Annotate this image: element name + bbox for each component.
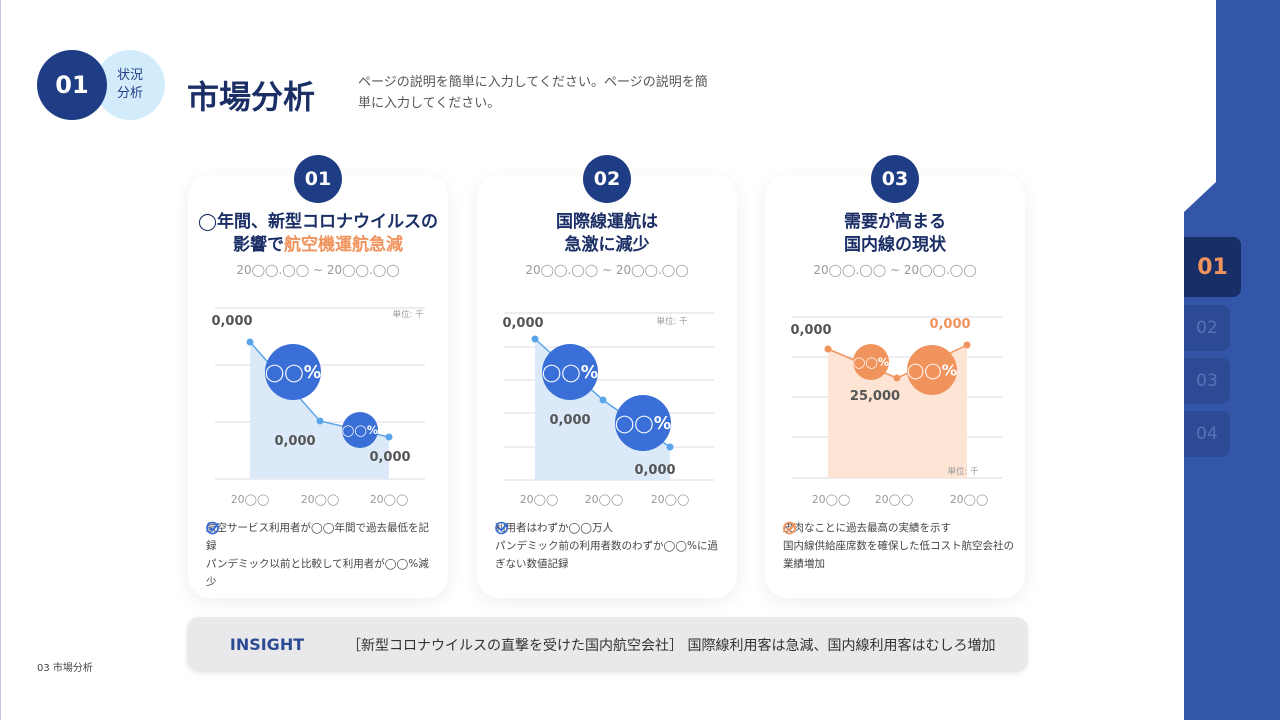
bullet-item: 利用者はわずか◯◯万人 パンデミック前の利用者数のわずか◯◯%に過ぎない数値記録: [495, 519, 727, 573]
data-point: [824, 345, 832, 353]
x-tick-label: 20◯◯: [812, 493, 851, 506]
change-bubble: [907, 345, 957, 395]
data-point: [316, 417, 324, 425]
x-tick-label: 20◯◯: [301, 493, 340, 506]
sidebar-item-03[interactable]: 03: [1184, 358, 1230, 404]
data-point: [666, 443, 674, 451]
left-border: [0, 0, 1, 720]
point-label: 0,000: [790, 323, 831, 338]
sidebar-item-04[interactable]: 04: [1184, 411, 1230, 457]
bullet-item: 皮肉なことに過去最高の実績を示す: [783, 519, 1015, 537]
point-label: 25,000: [850, 389, 900, 404]
unit-label: 単位: 千: [392, 309, 424, 320]
card-bullets: 皮肉なことに過去最高の実績を示す国内線供給座席数を確保した低コスト航空会社の業績…: [783, 519, 1015, 573]
card-title-highlight: 航空機運航急減: [284, 235, 403, 255]
card-title-line1: 需要が高まる: [844, 212, 946, 232]
card-number-badge: 02: [583, 155, 631, 203]
point-label: 0,000: [274, 434, 315, 449]
point-label: 0,000: [211, 314, 252, 329]
card-number-badge: 03: [871, 155, 919, 203]
card-title-line2: 急激に減少: [564, 235, 650, 255]
card-chart: ◯◯% ◯◯% 0,000 25,000 0,000 20◯◯ 20◯◯ 20◯◯ 単位: 千: [790, 316, 1002, 506]
data-point: [385, 433, 393, 441]
card-date-range: 20◯◯.◯◯ ~ 20◯◯.◯◯: [813, 263, 977, 277]
footer-page-label: 03 市場分析: [37, 663, 93, 674]
bullet-item: 国内線供給座席数を確保した低コスト航空会社の業績増加: [783, 521, 1015, 573]
card-date-range: 20◯◯.◯◯ ~ 20◯◯.◯◯: [525, 263, 689, 277]
data-point: [246, 338, 254, 346]
change-bubble: [342, 412, 378, 448]
card-title-line2: 影響で: [233, 235, 284, 255]
change-bubble: [265, 344, 321, 400]
check-icon: [783, 521, 797, 535]
unit-label: 単位: 千: [947, 466, 979, 477]
card-01: 01 ◯年間、新型コロナウイルスの影響で航空機運航急減 20◯◯.◯◯ ~ 20…: [188, 155, 448, 598]
x-tick-label: 20◯◯: [875, 493, 914, 506]
card-title: 国際線運航は 急激に減少: [477, 211, 737, 257]
point-label: 0,000: [634, 463, 675, 478]
x-tick-label: 20◯◯: [370, 493, 409, 506]
x-tick-label: 20◯◯: [520, 493, 559, 506]
section-number-badge: 01: [37, 50, 107, 120]
point-label: 0,000: [502, 316, 543, 331]
x-tick-label: 20◯◯: [950, 493, 989, 506]
card-number-badge: 01: [294, 155, 342, 203]
change-bubble: [615, 395, 671, 451]
insight-label: INSIGHT: [229, 635, 305, 654]
check-icon: [206, 521, 220, 535]
sidebar-item-02[interactable]: 02: [1184, 305, 1230, 351]
check-icon: [495, 521, 509, 535]
card-chart: ◯◯% ◯◯% 0,000 0,000 0,000 20◯◯ 20◯◯ 20◯◯ 単位: 千: [502, 312, 714, 506]
point-label: 0,000: [369, 450, 410, 465]
insight-bar: INSIGHT ［新型コロナウイルスの直撃を受けた国内航空会社］ 国際線利用客は…: [187, 617, 1028, 672]
page-description: ページの説明を簡単に入力してください。ページの説明を簡単に入力してください。: [358, 75, 708, 111]
point-label: 0,000: [929, 317, 970, 332]
unit-label: 単位: 千: [656, 316, 688, 327]
bullet-text: パンデミック以前と比較して利用者が◯◯%減少: [206, 558, 429, 588]
bullet-item: 航空サービス利用者が◯◯年間で過去最低を記録: [206, 519, 438, 555]
change-label: ◯◯%: [853, 356, 889, 369]
bullet-text: 利用者はわずか◯◯万人 パンデミック前の利用者数のわずか◯◯%に過ぎない数値記録: [495, 522, 719, 570]
change-label: ◯◯%: [542, 363, 598, 383]
sidebar-item-01[interactable]: 01: [1184, 237, 1241, 297]
section-label: 状況 分析: [116, 68, 143, 101]
point-label: 0,000: [549, 413, 590, 428]
change-label: ◯◯%: [907, 362, 958, 380]
change-label: ◯◯%: [615, 414, 671, 434]
card-02: 02 国際線運航は 急激に減少 20◯◯.◯◯ ~ 20◯◯.◯◯ ◯◯% ◯◯% 0,…: [477, 155, 737, 598]
bullet-text: 航空サービス利用者が◯◯年間で過去最低を記録: [206, 522, 430, 552]
page-title: 市場分析: [187, 78, 316, 116]
data-point: [531, 335, 539, 343]
card-title: 需要が高まる 国内線の現状: [765, 211, 1025, 257]
change-label: ◯◯%: [265, 363, 321, 383]
x-tick-label: 20◯◯: [651, 493, 690, 506]
card-chart: ◯◯% ◯◯% 0,000 0,000 0,000 20◯◯ 20◯◯ 20◯◯ 単位: 千: [211, 307, 425, 506]
sidebar-background: [1184, 0, 1280, 720]
card-title-line2: 国内線の現状: [844, 235, 946, 255]
bullet-item: パンデミック以前と比較して利用者が◯◯%減少: [206, 521, 438, 591]
x-tick-label: 20◯◯: [231, 493, 270, 506]
data-point: [963, 341, 971, 349]
bullet-text: 皮肉なことに過去最高の実績を示す: [783, 522, 951, 534]
data-point: [893, 374, 901, 382]
card-bullets: 航空サービス利用者が◯◯年間で過去最低を記録 パンデミック以前と比較して利用者が◯…: [206, 519, 438, 591]
bullet-text: 国内線供給座席数を確保した低コスト航空会社の業績増加: [783, 540, 1014, 570]
change-bubble: [853, 344, 889, 380]
card-title-line1: 国際線運航は: [556, 212, 658, 232]
card-title-line1: ◯年間、新型コロナウイルスの: [197, 212, 439, 232]
x-tick-label: 20◯◯: [585, 493, 624, 506]
card-title: ◯年間、新型コロナウイルスの影響で航空機運航急減: [188, 211, 448, 257]
card-03: 03 需要が高まる 国内線の現状 20◯◯.◯◯ ~ 20◯◯.◯◯ ◯◯% ◯◯% 0…: [765, 155, 1025, 598]
data-point: [599, 396, 607, 404]
change-label: ◯◯%: [342, 424, 378, 437]
insight-text: ［新型コロナウイルスの直撃を受けた国内航空会社］ 国際線利用客は急減、国内線利用…: [347, 637, 996, 654]
card-bullets: 利用者はわずか◯◯万人 パンデミック前の利用者数のわずか◯◯%に過ぎない数値記録: [495, 519, 727, 573]
change-bubble: [542, 344, 598, 400]
card-date-range: 20◯◯.◯◯ ~ 20◯◯.◯◯: [236, 263, 400, 277]
